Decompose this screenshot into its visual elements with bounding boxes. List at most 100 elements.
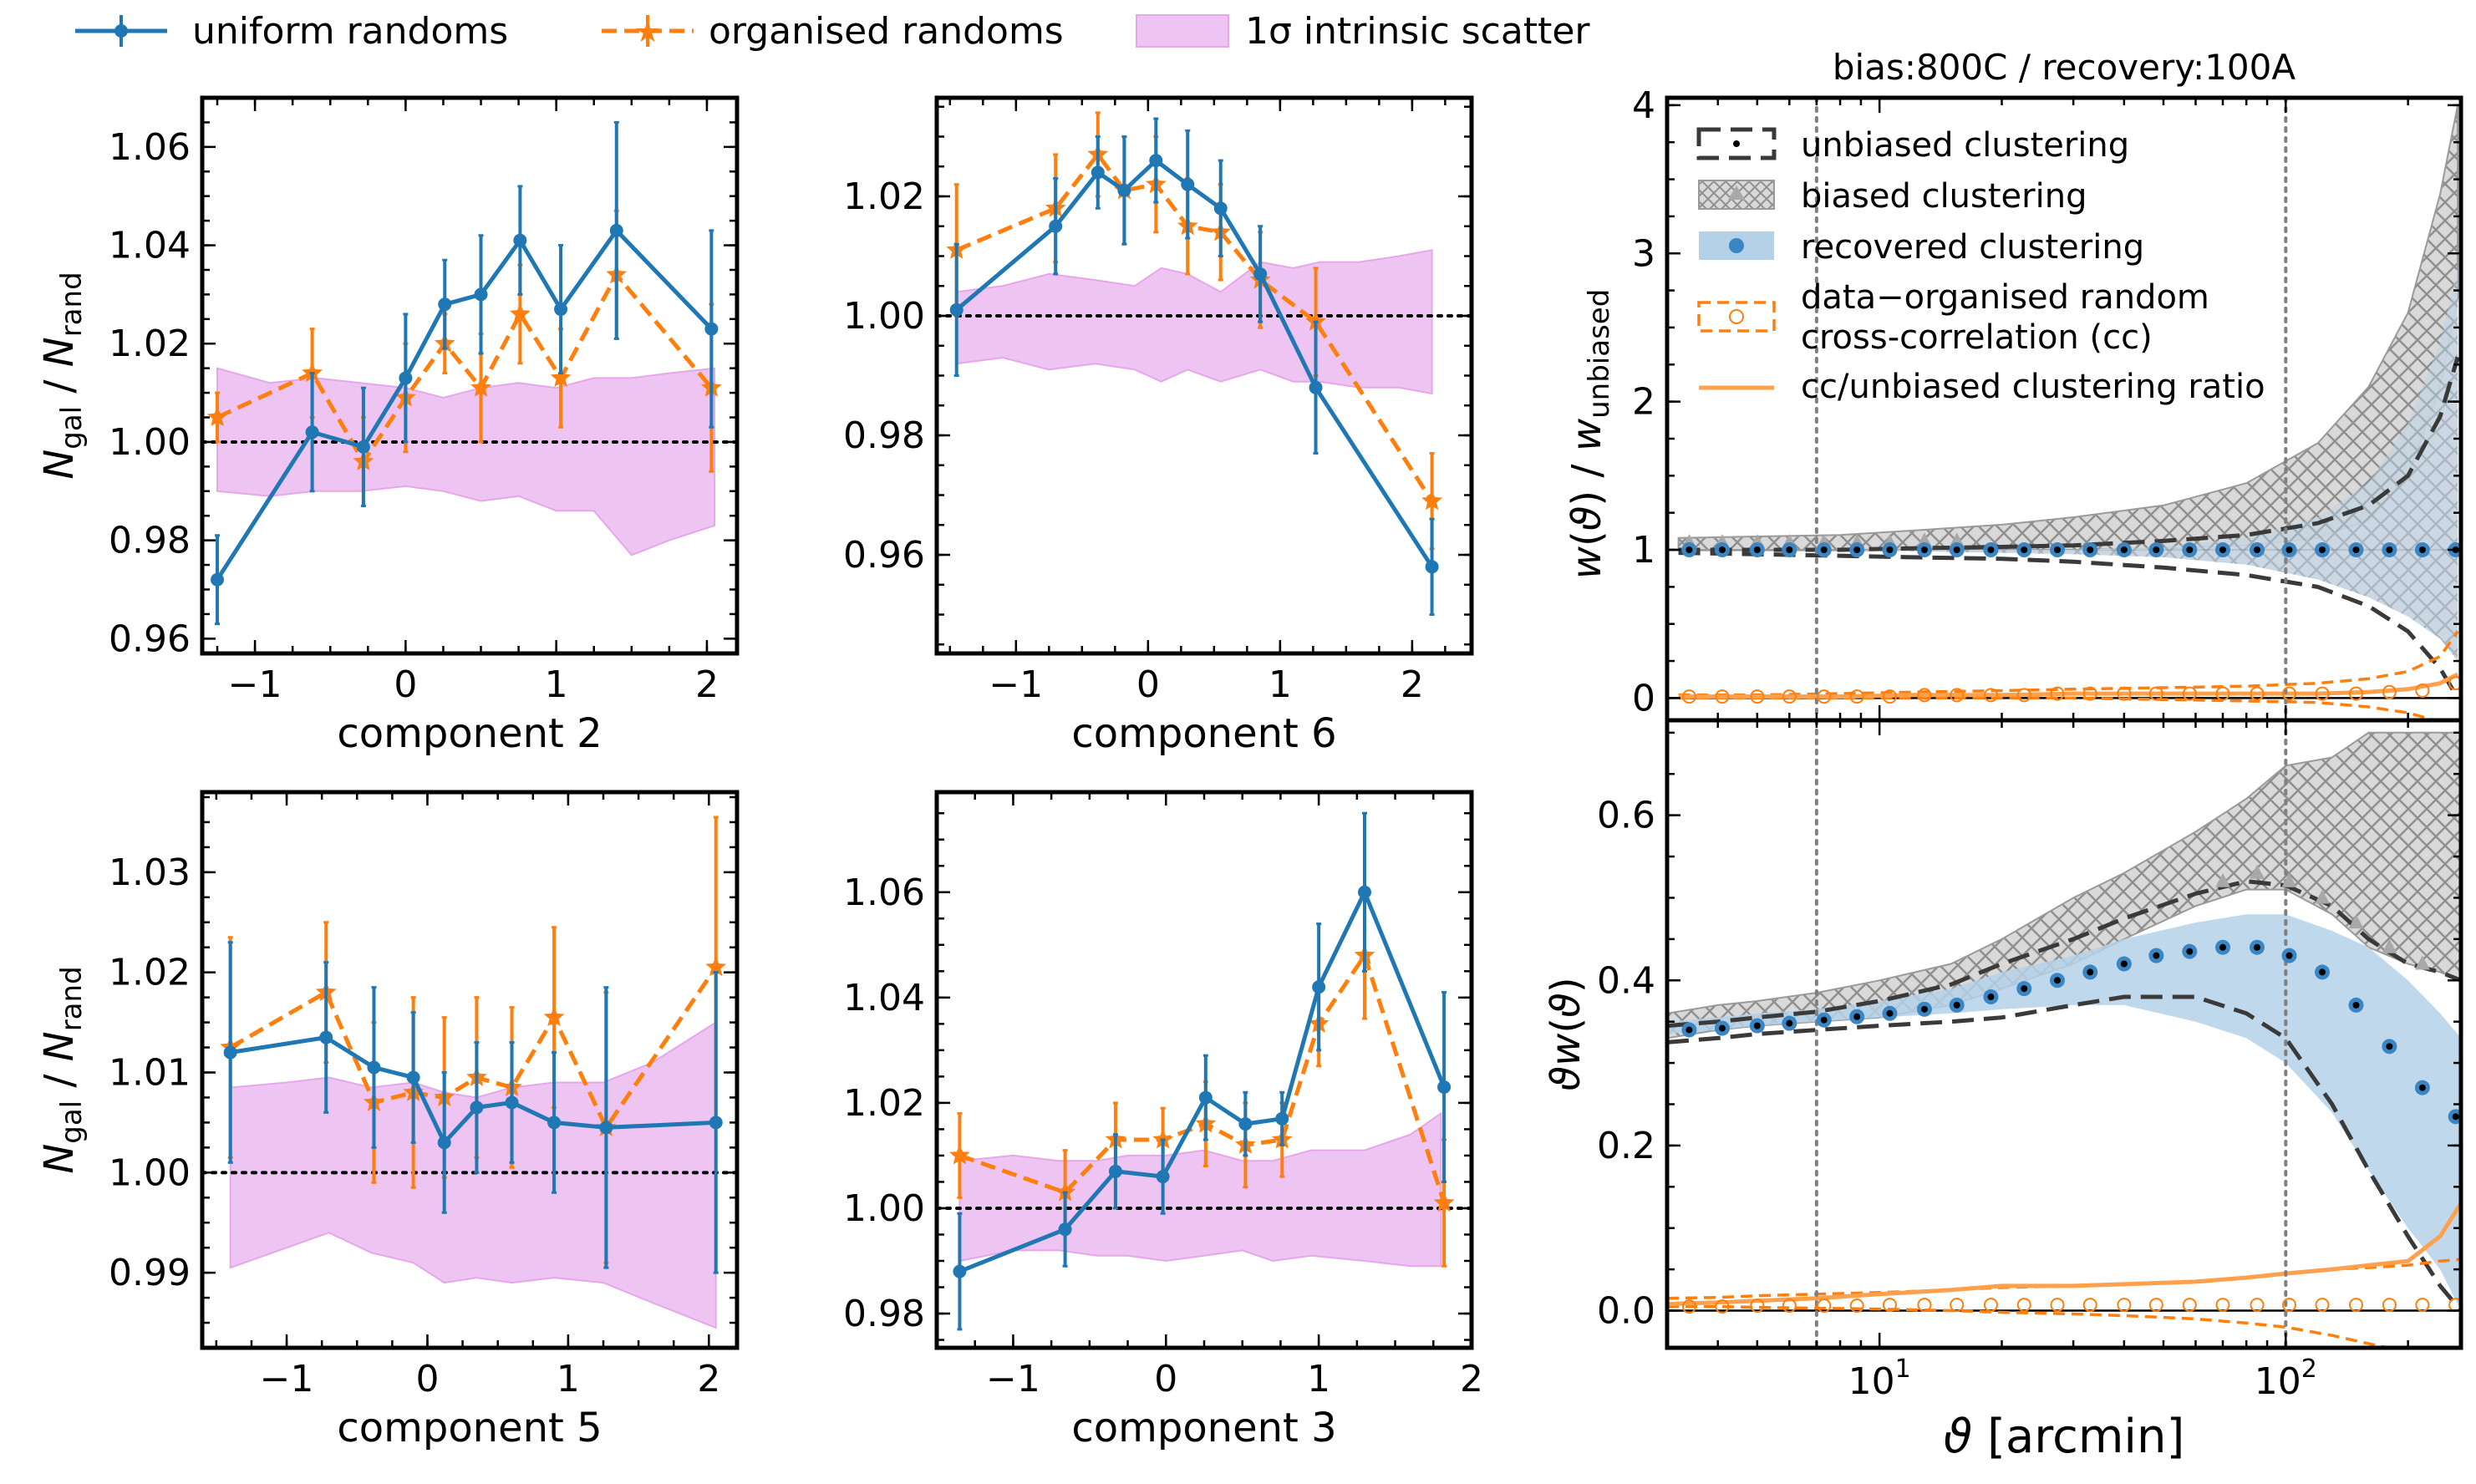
cc-lower [1667,1304,2396,1348]
unbiased-upper [1678,356,2460,552]
cc-marker [2050,686,2065,701]
panel-component-5: 0.99 1.00 1.01 1.02 1.03 −1 0 1 2 component 5 Ngal… [36,790,740,1451]
x-tick-label: 0 [1136,663,1160,706]
y-tick-label: 4 [1632,84,1655,127]
biased-marker [2315,889,2331,904]
cc-marker [2281,1298,2296,1313]
biased-marker [2215,872,2231,887]
y-tick-label: 0.0 [1597,1290,1655,1333]
y-tick-label: 1.04 [109,225,191,267]
organised-marker [543,1006,565,1027]
legend-recovered-marker [1729,238,1744,253]
y-tick-label: 1.04 [843,977,925,1019]
x-tick-label: −1 [228,663,282,706]
cc-marker [2348,1298,2363,1313]
legend-cc-swatch [1697,301,1776,333]
cc-marker [1983,1298,1998,1313]
cc-marker [2182,686,2197,701]
y-tick-label: 0.2 [1597,1125,1655,1167]
x-tick-label: 2 [1460,1358,1483,1400]
y-tick-label: 0.96 [109,617,191,660]
y-tick-label: 3 [1632,232,1655,275]
legend-organised-marker: ★ [634,15,661,49]
cc-marker [1817,689,1832,704]
uniform-marker [1091,165,1105,180]
plot-area [202,120,737,626]
cc-marker [2250,686,2265,701]
uniform-marker [1181,177,1195,191]
organised-marker [1433,1192,1455,1212]
cc-upper [1667,1258,2461,1300]
cc-marker [1681,1299,1696,1314]
recovered-marker-center [2418,546,2426,554]
recovered-marker-center [2253,943,2260,951]
y-tick-label: 0.6 [1597,795,1655,837]
plot-area [1667,720,2461,1348]
uniform-marker [437,1136,451,1150]
recovered-marker-center [2021,985,2028,993]
y-axis-label: w(ϑ) / wunbiased [1563,289,1616,580]
organised-marker [550,367,572,387]
recovered-marker-center [1685,1026,1693,1034]
scatter-band [216,367,715,556]
legend-biased-label: biased clustering [1801,177,2087,216]
cc-marker [2050,1298,2065,1313]
y-axis-label: Ngal / Nrand [36,966,89,1173]
cc-marker [1750,689,1765,704]
x-tick-label: 0 [1154,1358,1177,1400]
recovered-marker-center [1886,546,1894,554]
uniform-marker [406,1070,420,1085]
legend-uniform-label: uniform randoms [192,10,508,53]
x-tick-label: 2 [695,663,719,706]
y-tick-label: 1.03 [109,851,191,894]
unbiased-lower [1678,551,2460,699]
recovered-marker-center [2153,546,2160,554]
recovered-marker-center [2186,948,2194,955]
x-tick-label: 2 [697,1358,720,1400]
y-tick-label: 1.06 [843,872,925,914]
uniform-marker [554,302,568,317]
x-axis-label: component 6 [1071,710,1336,757]
recovered-marker-center [2219,546,2227,554]
legend-cc-ratio: cc/unbiased clustering ratio [1699,368,2265,406]
cc-marker [1715,1299,1730,1314]
uniform-marker [305,425,319,440]
uniform-marker [438,297,452,312]
y-tick-label: 1.01 [109,1051,191,1094]
x-tick-label: 102 [2255,1354,2317,1403]
legend-cc-marker [1729,309,1744,324]
x-axis-label: component 3 [1071,1405,1336,1451]
recovered-marker-center [2352,1001,2360,1009]
cc-marker [2315,686,2330,701]
recovered-band [1667,914,2461,1311]
legend-unbiased-label: unbiased clustering [1801,126,2129,165]
uniform-marker [367,1060,381,1075]
x-tick-label: 101 [1848,1354,1911,1403]
cc-marker [2082,686,2097,701]
uniform-marker [470,1100,484,1115]
uniform-marker [505,1095,519,1110]
legend-recovered: recovered clustering [1699,228,2144,267]
y-tick-label: 1.02 [109,323,191,365]
y-tick-label: 1.00 [109,421,191,464]
uniform-marker [319,1030,333,1044]
cc-marker [1849,689,1864,704]
recovered-marker-center [2285,952,2293,959]
legend-cc-label-2: cross-correlation (cc) [1801,318,2153,357]
legend-scatter-swatch [1136,14,1229,48]
cc-lower [1678,696,2441,720]
y-tick-label: 1.02 [109,952,191,994]
uniform-marker [599,1121,613,1135]
organised-marker [949,1144,970,1165]
recovered-marker-center [1920,1005,1928,1013]
biased-marker [2348,914,2364,929]
recovered-marker-center [2452,1113,2459,1121]
uniform-marker [513,233,527,247]
y-axis-label: ϑw(ϑ) [1543,977,1589,1090]
cc-marker [1782,689,1797,704]
recovered-marker-center [2186,546,2194,554]
unbiased-lower [1667,994,2461,1313]
cc-marker [1950,688,1965,703]
uniform-marker [953,1264,967,1278]
cc-marker [2315,1298,2330,1313]
